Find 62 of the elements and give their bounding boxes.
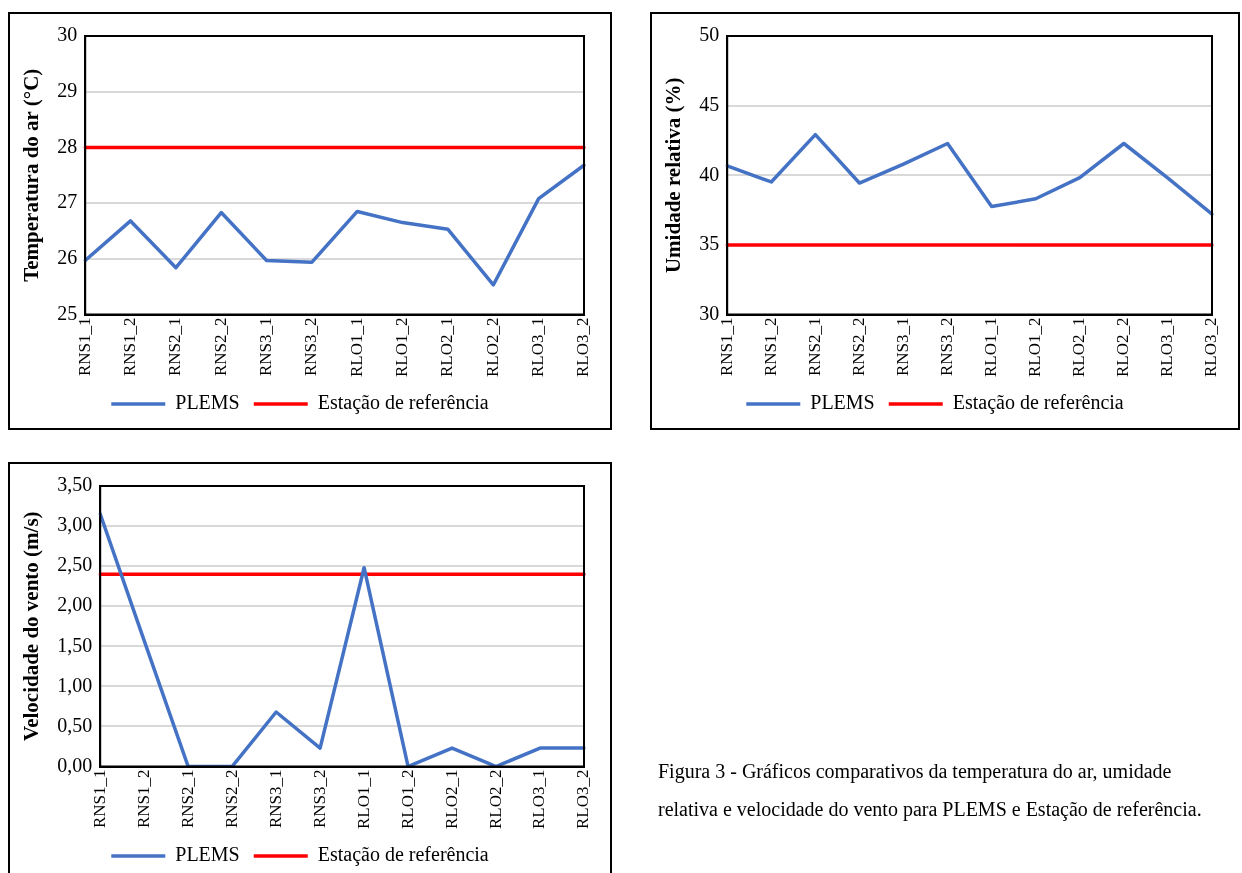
y-tick-label: 27 <box>57 190 78 213</box>
x-tick-label: RLO3_1 <box>528 317 548 377</box>
x-tick-label: RLO1_1 <box>353 769 373 829</box>
x-tick-label: RLO3_2 <box>573 317 593 377</box>
y-tick-label: 2,00 <box>57 593 93 616</box>
x-tick-label: RNS3_1 <box>265 769 285 829</box>
y-axis-title: Velocidade do vento (m/s) <box>19 511 44 742</box>
y-tick-label: 26 <box>57 246 78 269</box>
x-tick-label: RLO3_2 <box>1201 317 1221 377</box>
x-tick-label: RLO2_2 <box>1113 317 1133 377</box>
y-tick-label: 30 <box>699 301 720 324</box>
legend-label: Estação de referência <box>317 391 489 415</box>
x-tick-label: RNS1_2 <box>120 317 140 377</box>
text: Figura 3 - Gráficos comparativos da temperatura do ar, umidade relativa e velocidade do vento para PLEMS e Estação de referência. <box>658 759 1203 823</box>
x-tick-label: RNS3_1 <box>892 317 912 377</box>
x-tick-label: RNS1_2 <box>133 769 153 829</box>
x-tick-label: RNS2_2 <box>221 769 241 829</box>
x-tick-label: RLO1_1 <box>981 317 1001 377</box>
x-tick-label: RLO1_2 <box>397 769 417 829</box>
y-tick-label: 29 <box>57 78 78 101</box>
y-tick-label: 25 <box>57 301 78 324</box>
y-tick-label: 1,50 <box>57 633 93 656</box>
y-tick-label: 3,00 <box>57 513 93 536</box>
x-tick-label: RNS2_1 <box>804 317 824 377</box>
y-tick-label: 30 <box>57 23 78 46</box>
y-tick-label: 45 <box>699 92 720 115</box>
x-tick-label: RLO3_1 <box>529 769 549 829</box>
x-tick-label: RNS1_2 <box>760 317 780 377</box>
y-tick-label: 28 <box>57 134 78 157</box>
x-tick-label: RLO2_1 <box>1069 317 1089 377</box>
legend-label: PLEMS <box>175 391 240 414</box>
x-tick-label: RNS2_2 <box>210 317 230 377</box>
x-tick-label: RLO3_1 <box>1157 317 1177 377</box>
legend-label: Estação de referência <box>952 391 1124 415</box>
x-tick-label: RLO1_2 <box>1025 317 1045 377</box>
x-tick-label: RNS3_1 <box>256 317 276 377</box>
x-tick-label: RLO1_2 <box>392 317 412 377</box>
y-tick-label: 0,50 <box>57 713 93 736</box>
y-axis-title: Umidade relativa (%) <box>661 77 686 274</box>
x-tick-label: RLO2_2 <box>482 317 502 377</box>
x-tick-label: RNS3_2 <box>309 769 329 829</box>
y-tick-label: 2,50 <box>57 553 93 576</box>
x-tick-label: RLO1_1 <box>346 317 366 377</box>
x-tick-label: RNS2_1 <box>177 769 197 829</box>
legend-label: PLEMS <box>810 391 875 414</box>
x-tick-label: RNS3_2 <box>937 317 957 377</box>
y-tick-label: 0,00 <box>57 753 93 776</box>
x-tick-label: RNS3_2 <box>301 317 321 377</box>
x-tick-label: RLO2_1 <box>437 317 457 377</box>
x-tick-label: RLO2_2 <box>485 769 505 829</box>
legend-label: PLEMS <box>175 843 240 866</box>
y-tick-label: 35 <box>699 232 720 255</box>
x-tick-label: RNS2_2 <box>848 317 868 377</box>
y-tick-label: 50 <box>699 23 720 46</box>
y-tick-label: 1,00 <box>57 673 93 696</box>
x-tick-label: RLO3_2 <box>573 769 593 829</box>
y-tick-label: 3,50 <box>57 473 93 496</box>
y-tick-label: 40 <box>699 162 720 185</box>
legend-label: Estação de referência <box>317 843 489 867</box>
y-axis-title: Temperatura do ar (°C) <box>19 68 44 282</box>
x-tick-label: RLO2_1 <box>441 769 461 829</box>
x-tick-label: RNS2_1 <box>165 317 185 377</box>
